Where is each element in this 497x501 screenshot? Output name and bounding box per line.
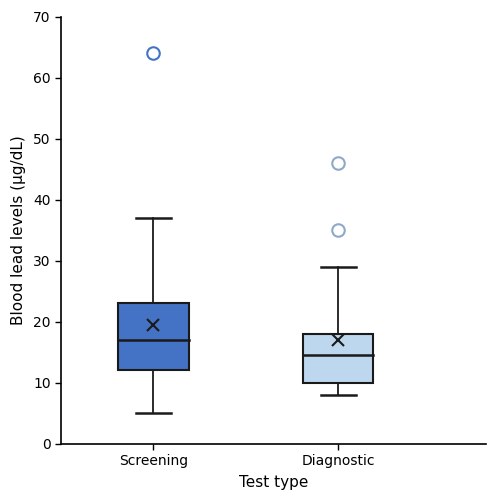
Bar [118, 303, 188, 370]
Y-axis label: Blood lead levels (μg/dL): Blood lead levels (μg/dL) [11, 135, 26, 325]
Bar [303, 334, 373, 383]
X-axis label: Test type: Test type [239, 475, 308, 490]
